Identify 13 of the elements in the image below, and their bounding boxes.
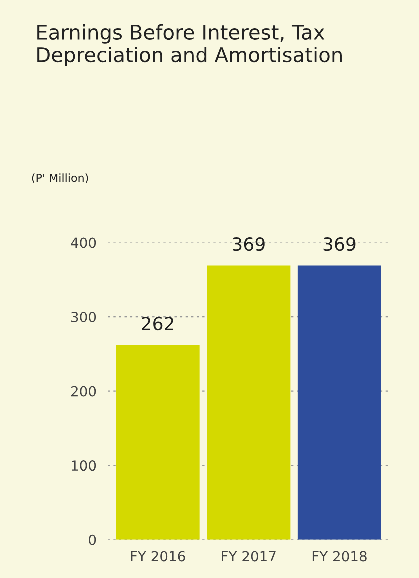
y-tick-label: 100 [72, 460, 96, 472]
data-label: 369 [233, 238, 265, 252]
y-tick-label: 300 [72, 312, 96, 323]
y-axis-title: (P' Million) [32, 174, 88, 184]
x-tick-label: FY 2018 [312, 551, 367, 562]
y-tick-label: 200 [72, 386, 96, 397]
x-tick-label: FY 2017 [222, 551, 276, 562]
data-label: 369 [324, 238, 356, 252]
y-tick-label: 400 [71, 238, 96, 248]
y-tick-label: 0 [89, 534, 96, 546]
data-label: 262 [142, 316, 174, 331]
x-tick-label: FY 2016 [131, 551, 186, 562]
chart-title: Earnings Before Interest, Tax Depreciation and Amortisation [38, 24, 342, 66]
